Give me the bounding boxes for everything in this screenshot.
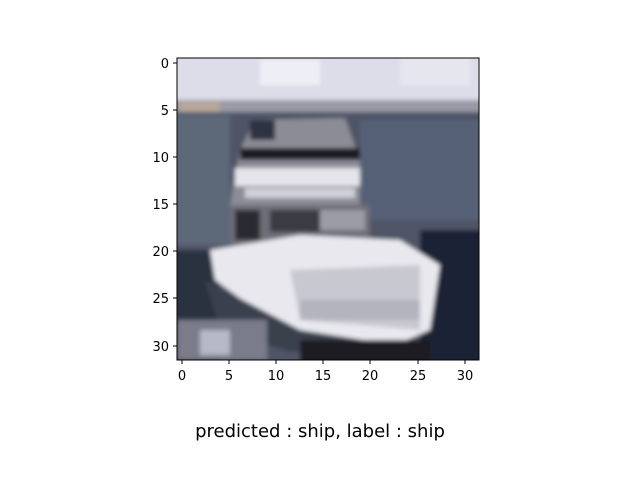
y-tick-label: 5 xyxy=(161,104,169,119)
x-tick-label: 30 xyxy=(457,369,474,384)
ship-image xyxy=(177,58,479,360)
x-tick-label: 25 xyxy=(410,369,427,384)
y-axis: 0 5 10 15 20 25 30 xyxy=(152,57,177,355)
y-tick-label: 20 xyxy=(152,245,169,260)
y-tick-label: 30 xyxy=(152,340,169,355)
x-tick-label: 0 xyxy=(178,369,186,384)
y-tick-label: 10 xyxy=(152,151,169,166)
y-tick-label: 15 xyxy=(152,198,169,213)
x-tick-label: 10 xyxy=(268,369,285,384)
y-tick-label: 0 xyxy=(161,57,169,72)
prediction-caption: predicted : ship, label : ship xyxy=(195,421,445,442)
x-tick-label: 20 xyxy=(362,369,379,384)
x-tick-label: 5 xyxy=(225,369,233,384)
x-tick-label: 15 xyxy=(315,369,332,384)
x-axis: 0 5 10 15 20 25 30 xyxy=(178,360,473,384)
image-frame xyxy=(176,57,480,361)
y-tick-label: 25 xyxy=(152,292,169,307)
